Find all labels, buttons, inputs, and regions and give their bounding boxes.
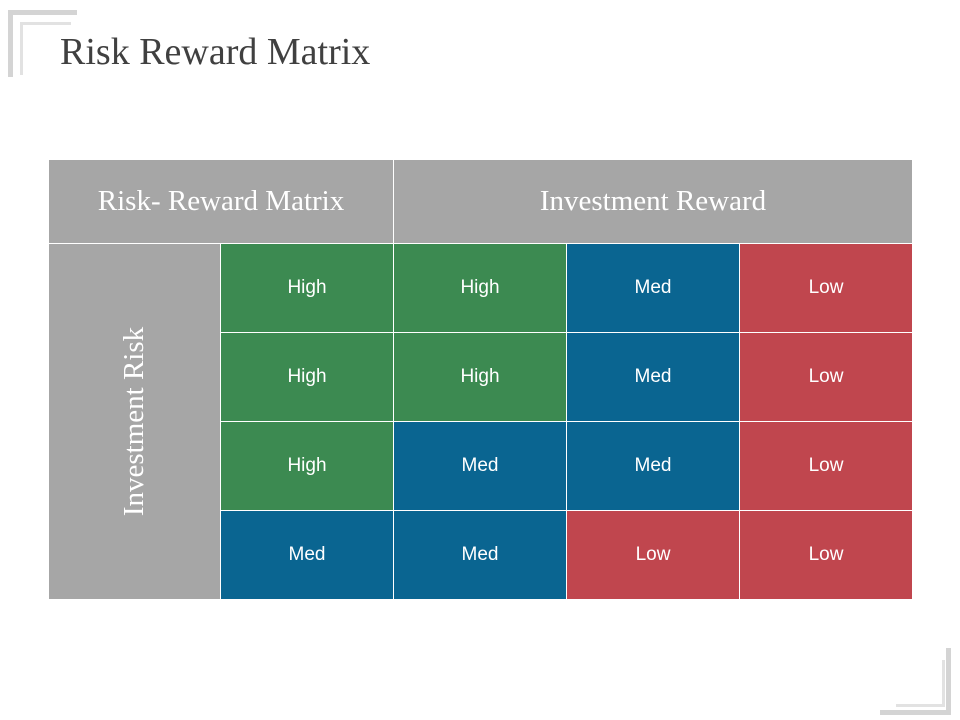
matrix-cell: Low [740, 511, 913, 600]
matrix-cell: Low [740, 244, 913, 333]
corner-decoration-bottom-right [880, 648, 951, 715]
matrix-cell: Low [740, 422, 913, 511]
matrix-cell: Med [221, 511, 394, 600]
corner-decoration-bottom-right-inner [896, 660, 945, 707]
matrix-cell: Med [567, 422, 740, 511]
corner-decoration-top-left [8, 10, 77, 77]
matrix-cell: High [221, 422, 394, 511]
matrix-cell: Low [567, 511, 740, 600]
investment-reward-header: Investment Reward [394, 160, 913, 244]
matrix-cell: Low [740, 333, 913, 422]
matrix-cell: Med [567, 333, 740, 422]
investment-risk-label: Investment Risk [118, 326, 151, 517]
matrix-cell: High [394, 244, 567, 333]
matrix-cell: Med [567, 244, 740, 333]
page-title: Risk Reward Matrix [60, 31, 371, 73]
corner-decoration-top-left-inner [20, 22, 71, 75]
investment-risk-header: Investment Risk [49, 244, 221, 600]
risk-reward-matrix: Risk- Reward Matrix Investment Reward In… [49, 160, 913, 600]
matrix-title-cell: Risk- Reward Matrix [49, 160, 394, 244]
matrix-cell: Med [394, 511, 567, 600]
matrix-cell: High [394, 333, 567, 422]
matrix-cell: High [221, 333, 394, 422]
matrix-cell: High [221, 244, 394, 333]
matrix-cell: Med [394, 422, 567, 511]
